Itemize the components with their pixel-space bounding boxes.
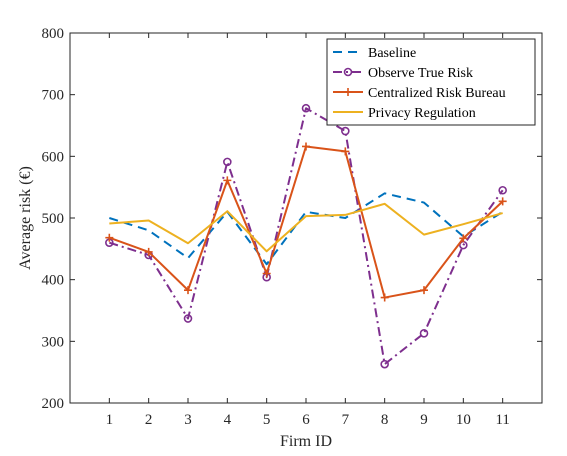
series-line [109,107,504,366]
series-baseline [109,192,504,266]
data-point [459,234,468,243]
x-tick-label: 10 [456,412,471,428]
legend-item: Centralized Risk Bureau [333,86,506,101]
legend-label: Observe True Risk [368,66,473,81]
series-centralized-risk-bureau [105,142,507,302]
x-tick-label: 4 [224,412,232,428]
series-line [109,192,504,266]
x-tick-label: 6 [302,412,310,428]
legend: Baseline Observe True Risk Centralized Ris… [326,38,536,126]
legend-marker [344,88,352,96]
data-point [105,233,114,242]
legend-item: Baseline [333,46,416,61]
series-privacy-regulation [109,202,503,253]
data-point [302,142,310,151]
data-point [144,247,153,256]
data-point [223,176,232,185]
y-tick-label: 800 [42,26,65,42]
data-point [380,293,389,302]
data-point [419,329,429,338]
legend-item: Privacy Regulation [333,106,476,121]
x-tick-label: 5 [263,412,271,428]
data-point [184,286,192,295]
legend-label: Privacy Regulation [368,106,476,121]
x-axis-label: Firm ID [280,433,332,450]
series-line [109,202,503,253]
data-point [380,359,389,369]
legend-label: Centralized Risk Bureau [368,86,506,101]
axes: 1 2 3 4 5 6 7 8 9 10 11 200 300 400 500 600 700 800 [42,26,542,428]
x-tick-label: 2 [145,412,153,428]
legend-box [326,38,536,126]
data-point [341,126,350,136]
y-tick-label: 600 [42,149,65,165]
y-axis-label: Average risk (€) [17,166,34,270]
data-point [223,157,232,167]
data-point [262,269,271,278]
x-tick-label: 8 [381,412,389,428]
x-tick-label: 11 [495,412,509,428]
data-point [183,314,193,323]
data-point [301,103,311,113]
data-point [341,147,350,156]
legend-marker [343,67,353,77]
x-tick-label: 3 [184,412,192,428]
y-tick-label: 700 [42,88,65,104]
series-layer [105,103,507,369]
legend-item: Observe True Risk [333,66,473,81]
data-point [498,197,507,206]
x-tick-label: 7 [342,412,350,428]
data-point [498,185,507,195]
x-tick-label: 9 [420,412,428,428]
legend-label: Baseline [368,46,416,61]
y-tick-label: 400 [42,273,65,289]
y-tick-label: 300 [42,334,65,350]
data-point [420,286,428,295]
x-tick-label: 1 [106,412,114,428]
y-tick-label: 200 [42,396,65,412]
y-tick-label: 500 [42,211,65,227]
